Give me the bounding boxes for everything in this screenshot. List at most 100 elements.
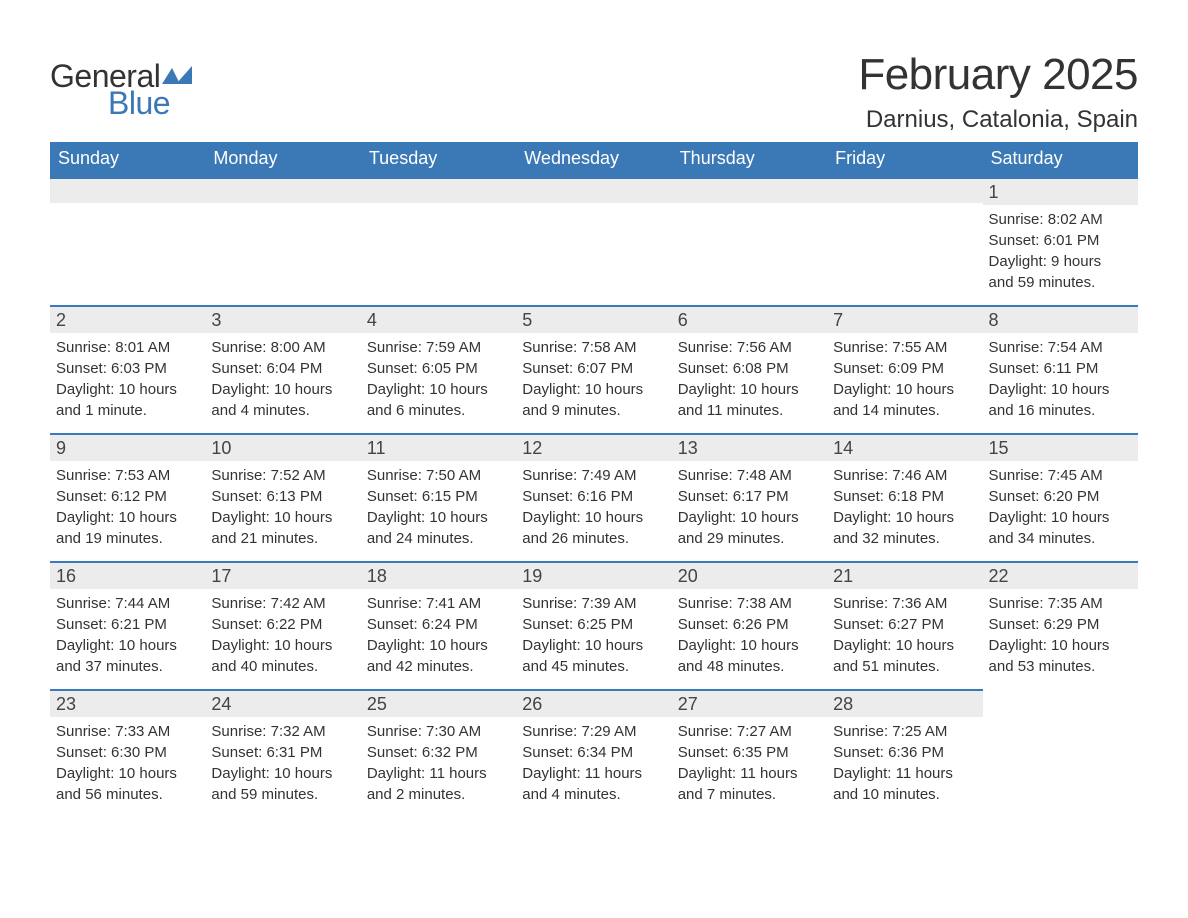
day-line-sunrise: Sunrise: 7:55 AM xyxy=(833,337,976,358)
day-line-sunset: Sunset: 6:36 PM xyxy=(833,742,976,763)
day-line-sunset: Sunset: 6:24 PM xyxy=(367,614,510,635)
day-line-day2: and 19 minutes. xyxy=(56,528,199,549)
day-line-sunrise: Sunrise: 8:00 AM xyxy=(211,337,354,358)
day-cell: 11Sunrise: 7:50 AMSunset: 6:15 PMDayligh… xyxy=(361,433,516,561)
day-number: 3 xyxy=(205,305,360,333)
day-number: 8 xyxy=(983,305,1138,333)
day-number: 21 xyxy=(827,561,982,589)
day-number: 22 xyxy=(983,561,1138,589)
day-number: 7 xyxy=(827,305,982,333)
day-line-sunrise: Sunrise: 7:46 AM xyxy=(833,465,976,486)
day-number: 12 xyxy=(516,433,671,461)
day-cell: 6Sunrise: 7:56 AMSunset: 6:08 PMDaylight… xyxy=(672,305,827,433)
day-cell: 27Sunrise: 7:27 AMSunset: 6:35 PMDayligh… xyxy=(672,689,827,817)
day-number: 11 xyxy=(361,433,516,461)
day-cell: 28Sunrise: 7:25 AMSunset: 6:36 PMDayligh… xyxy=(827,689,982,817)
day-number: 4 xyxy=(361,305,516,333)
day-line-sunrise: Sunrise: 7:52 AM xyxy=(211,465,354,486)
day-line-sunrise: Sunrise: 7:41 AM xyxy=(367,593,510,614)
day-number: 28 xyxy=(827,689,982,717)
day-line-sunset: Sunset: 6:34 PM xyxy=(522,742,665,763)
day-line-day1: Daylight: 10 hours xyxy=(56,507,199,528)
day-details: Sunrise: 7:38 AMSunset: 6:26 PMDaylight:… xyxy=(672,589,827,677)
day-cell: 18Sunrise: 7:41 AMSunset: 6:24 PMDayligh… xyxy=(361,561,516,689)
day-line-day1: Daylight: 10 hours xyxy=(56,763,199,784)
weekday-header: Saturday xyxy=(983,142,1138,177)
day-line-sunset: Sunset: 6:35 PM xyxy=(678,742,821,763)
day-details: Sunrise: 7:45 AMSunset: 6:20 PMDaylight:… xyxy=(983,461,1138,549)
day-line-day2: and 29 minutes. xyxy=(678,528,821,549)
day-line-day1: Daylight: 10 hours xyxy=(522,379,665,400)
day-cell: 22Sunrise: 7:35 AMSunset: 6:29 PMDayligh… xyxy=(983,561,1138,689)
day-line-sunrise: Sunrise: 7:27 AM xyxy=(678,721,821,742)
day-line-sunset: Sunset: 6:08 PM xyxy=(678,358,821,379)
day-number: 27 xyxy=(672,689,827,717)
empty-day-bar xyxy=(827,177,982,203)
header: General Blue February 2025 Darnius, Cata… xyxy=(50,50,1138,134)
day-line-sunrise: Sunrise: 7:42 AM xyxy=(211,593,354,614)
day-details: Sunrise: 8:02 AMSunset: 6:01 PMDaylight:… xyxy=(983,205,1138,293)
day-line-sunrise: Sunrise: 7:30 AM xyxy=(367,721,510,742)
day-details: Sunrise: 7:29 AMSunset: 6:34 PMDaylight:… xyxy=(516,717,671,805)
day-cell: 26Sunrise: 7:29 AMSunset: 6:34 PMDayligh… xyxy=(516,689,671,817)
day-line-sunrise: Sunrise: 7:58 AM xyxy=(522,337,665,358)
day-cell: 12Sunrise: 7:49 AMSunset: 6:16 PMDayligh… xyxy=(516,433,671,561)
day-line-day2: and 16 minutes. xyxy=(989,400,1132,421)
day-line-sunset: Sunset: 6:18 PM xyxy=(833,486,976,507)
day-line-day1: Daylight: 10 hours xyxy=(211,507,354,528)
day-line-sunset: Sunset: 6:03 PM xyxy=(56,358,199,379)
day-details: Sunrise: 7:54 AMSunset: 6:11 PMDaylight:… xyxy=(983,333,1138,421)
day-cell: 15Sunrise: 7:45 AMSunset: 6:20 PMDayligh… xyxy=(983,433,1138,561)
day-line-day1: Daylight: 10 hours xyxy=(833,635,976,656)
weekday-header: Friday xyxy=(827,142,982,177)
day-line-day2: and 14 minutes. xyxy=(833,400,976,421)
day-line-day2: and 6 minutes. xyxy=(367,400,510,421)
day-line-sunrise: Sunrise: 7:54 AM xyxy=(989,337,1132,358)
day-line-day2: and 9 minutes. xyxy=(522,400,665,421)
day-line-sunrise: Sunrise: 7:29 AM xyxy=(522,721,665,742)
day-details: Sunrise: 7:36 AMSunset: 6:27 PMDaylight:… xyxy=(827,589,982,677)
day-number: 10 xyxy=(205,433,360,461)
day-line-day1: Daylight: 10 hours xyxy=(989,507,1132,528)
day-line-sunrise: Sunrise: 7:59 AM xyxy=(367,337,510,358)
day-line-day2: and 56 minutes. xyxy=(56,784,199,805)
day-line-sunrise: Sunrise: 7:48 AM xyxy=(678,465,821,486)
day-line-day1: Daylight: 10 hours xyxy=(989,379,1132,400)
day-number: 15 xyxy=(983,433,1138,461)
day-line-day2: and 2 minutes. xyxy=(367,784,510,805)
day-cell: 10Sunrise: 7:52 AMSunset: 6:13 PMDayligh… xyxy=(205,433,360,561)
day-line-sunset: Sunset: 6:31 PM xyxy=(211,742,354,763)
day-cell: 13Sunrise: 7:48 AMSunset: 6:17 PMDayligh… xyxy=(672,433,827,561)
day-line-day2: and 11 minutes. xyxy=(678,400,821,421)
weekday-header: Tuesday xyxy=(361,142,516,177)
day-line-sunset: Sunset: 6:29 PM xyxy=(989,614,1132,635)
day-details: Sunrise: 7:27 AMSunset: 6:35 PMDaylight:… xyxy=(672,717,827,805)
day-line-day1: Daylight: 10 hours xyxy=(833,379,976,400)
day-number: 1 xyxy=(983,177,1138,205)
day-details: Sunrise: 7:41 AMSunset: 6:24 PMDaylight:… xyxy=(361,589,516,677)
day-details: Sunrise: 7:55 AMSunset: 6:09 PMDaylight:… xyxy=(827,333,982,421)
empty-day-bar xyxy=(361,177,516,203)
calendar-table: Sunday Monday Tuesday Wednesday Thursday… xyxy=(50,142,1138,817)
day-cell: 9Sunrise: 7:53 AMSunset: 6:12 PMDaylight… xyxy=(50,433,205,561)
empty-day-bar xyxy=(516,177,671,203)
day-line-sunrise: Sunrise: 7:50 AM xyxy=(367,465,510,486)
day-line-sunrise: Sunrise: 7:35 AM xyxy=(989,593,1132,614)
month-title: February 2025 xyxy=(858,50,1138,100)
day-line-sunset: Sunset: 6:17 PM xyxy=(678,486,821,507)
week-row: 1Sunrise: 8:02 AMSunset: 6:01 PMDaylight… xyxy=(50,177,1138,305)
day-details: Sunrise: 7:49 AMSunset: 6:16 PMDaylight:… xyxy=(516,461,671,549)
day-line-day2: and 40 minutes. xyxy=(211,656,354,677)
day-details: Sunrise: 8:00 AMSunset: 6:04 PMDaylight:… xyxy=(205,333,360,421)
week-row: 9Sunrise: 7:53 AMSunset: 6:12 PMDaylight… xyxy=(50,433,1138,561)
day-cell: 5Sunrise: 7:58 AMSunset: 6:07 PMDaylight… xyxy=(516,305,671,433)
day-number: 19 xyxy=(516,561,671,589)
day-details: Sunrise: 7:52 AMSunset: 6:13 PMDaylight:… xyxy=(205,461,360,549)
day-line-sunset: Sunset: 6:09 PM xyxy=(833,358,976,379)
weekday-header: Wednesday xyxy=(516,142,671,177)
day-line-sunset: Sunset: 6:25 PM xyxy=(522,614,665,635)
day-line-day1: Daylight: 9 hours xyxy=(989,251,1132,272)
day-number: 23 xyxy=(50,689,205,717)
day-line-day2: and 1 minute. xyxy=(56,400,199,421)
day-line-day1: Daylight: 10 hours xyxy=(678,507,821,528)
